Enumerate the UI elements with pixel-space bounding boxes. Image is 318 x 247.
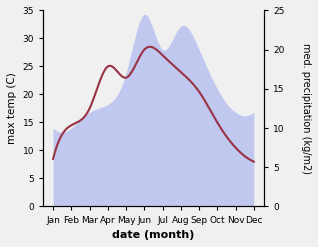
X-axis label: date (month): date (month): [112, 230, 195, 240]
Y-axis label: max temp (C): max temp (C): [7, 73, 17, 144]
Y-axis label: med. precipitation (kg/m2): med. precipitation (kg/m2): [301, 43, 311, 174]
